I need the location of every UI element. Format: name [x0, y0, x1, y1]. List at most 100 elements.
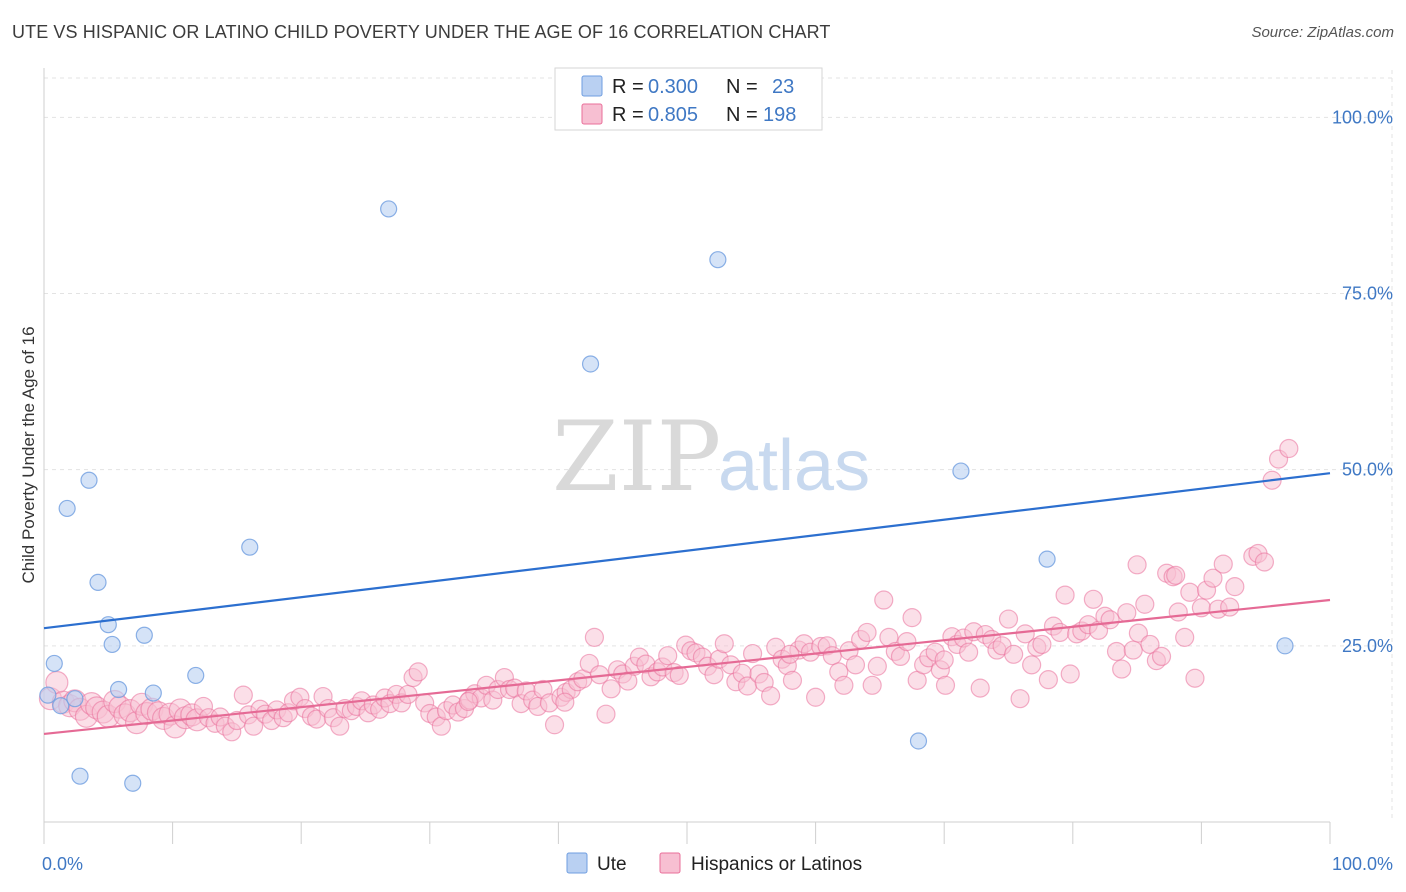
- ute-point-17: [581, 355, 600, 373]
- hispanic-point-190: [1117, 603, 1137, 623]
- ute-point-11: [124, 774, 142, 792]
- hispanic-point-96: [584, 627, 605, 647]
- trend-lines: [43, 472, 1331, 736]
- ute-point-20: [952, 462, 970, 480]
- hispanic-point-205: [1203, 568, 1223, 588]
- hispanic-point-171: [1010, 689, 1030, 709]
- hispanic-point-169: [998, 609, 1019, 629]
- y-tick-labels: 25.0% 50.0% 75.0% 100.0%: [1332, 107, 1393, 656]
- chart-source: Source: ZipAtlas.com: [1251, 24, 1394, 41]
- ute-point-5: [71, 767, 89, 785]
- chart-title: UTE VS HISPANIC OR LATINO CHILD POVERTY …: [12, 22, 831, 42]
- hispanic-point-147: [874, 590, 894, 610]
- ute-point-15: [241, 538, 259, 556]
- hispanic-point-172: [1015, 624, 1035, 644]
- ute-point-16: [380, 200, 398, 218]
- hispanic-point-191: [1123, 640, 1143, 660]
- hispanic-point-89: [544, 715, 565, 735]
- ute-point-13: [144, 684, 162, 702]
- legend-r-label-ute: R =: [612, 76, 644, 98]
- ute-trend-line: [43, 472, 1331, 630]
- ute-point-22: [1276, 637, 1294, 655]
- ute-point-4: [66, 690, 84, 708]
- ute-point-19: [909, 732, 928, 750]
- hispanic-point-34: [233, 685, 253, 705]
- hispanic-point-208: [1220, 597, 1240, 617]
- legend-n-value-ute: 23: [772, 76, 794, 98]
- hispanic-point-218: [780, 644, 800, 664]
- hispanic-point-138: [822, 646, 842, 666]
- y-axis-label: Child Poverty Under the Age of 16: [19, 326, 38, 583]
- hispanic-point-111: [669, 665, 689, 686]
- hispanic-point-164: [970, 678, 990, 698]
- legend-n-label-hispanic: N =: [726, 104, 758, 126]
- hispanic-point-170: [1004, 644, 1024, 664]
- hispanic-point-217: [458, 691, 478, 712]
- ute-point-10: [109, 680, 128, 699]
- y-tick-label-0: 25.0%: [1342, 636, 1393, 656]
- x-tick-label-0: 0.0%: [42, 854, 83, 874]
- bottom-legend-swatch-ute: [566, 852, 588, 874]
- hispanic-point-209: [1225, 577, 1245, 597]
- ute-point-9: [103, 635, 121, 654]
- hispanic-point-188: [1106, 641, 1127, 662]
- hispanic-point-127: [760, 686, 781, 706]
- hispanic-point-216: [555, 692, 575, 712]
- hispanic-point-201: [1180, 582, 1200, 602]
- hispanic-point-173: [1022, 655, 1042, 675]
- bottom-legend-swatch-hispanic: [659, 852, 681, 874]
- ute-point-18: [709, 251, 727, 269]
- hispanic-point-152: [902, 608, 922, 628]
- ute-point-2: [52, 697, 70, 715]
- y-tick-label-3: 100.0%: [1332, 107, 1393, 127]
- hispanic-point-180: [1060, 664, 1080, 684]
- hispanic-point-98: [596, 704, 616, 724]
- hispanic-trend-line: [43, 598, 1331, 736]
- hispanic-point-131: [782, 670, 803, 690]
- hispanic-point-187: [1100, 610, 1120, 630]
- bottom-legend: Ute Hispanics or Latinos: [566, 852, 862, 875]
- legend-r-value-hispanic: 0.805: [648, 104, 698, 126]
- ute-point-1: [45, 654, 63, 673]
- hispanic-point-135: [805, 687, 826, 707]
- hispanic-point-119: [714, 634, 734, 654]
- legend-r-value-ute: 0.300: [648, 76, 698, 98]
- hispanic-point-215: [1279, 438, 1299, 459]
- hispanic-point-179: [1055, 585, 1075, 605]
- hispanic-point-146: [867, 656, 887, 676]
- x-tick-label-1: 100.0%: [1332, 854, 1393, 874]
- hispanic-point-65: [408, 662, 428, 682]
- hispanic-point-144: [857, 622, 877, 643]
- ute-point-0: [39, 686, 57, 704]
- hispanic-point-176: [1038, 670, 1058, 690]
- x-tick-labels: 0.0% 100.0%: [42, 854, 1393, 874]
- legend-swatch-ute: [581, 75, 603, 97]
- y-tick-label-2: 75.0%: [1342, 283, 1393, 303]
- ute-point-3: [58, 499, 76, 518]
- hispanic-point-158: [935, 675, 956, 695]
- ute-point-14: [187, 666, 205, 685]
- hispanic-point-199: [1168, 602, 1188, 622]
- hispanic-point-202: [1185, 668, 1205, 688]
- hispanic-point-219: [934, 650, 954, 670]
- hispanic-point-193: [1135, 594, 1155, 614]
- bottom-legend-label-ute: Ute: [597, 854, 627, 875]
- watermark: ZIP atlas: [552, 401, 870, 513]
- hispanic-point-142: [845, 655, 866, 675]
- hispanic-point-109: [658, 646, 678, 666]
- hispanic-point-140: [834, 675, 854, 695]
- hispanic-point-200: [1175, 627, 1195, 647]
- hispanic-point-212: [1254, 552, 1275, 572]
- hispanic-point-175: [1032, 634, 1052, 655]
- legend-box: R = 0.300 N = 23 R = 0.805 N = 198: [554, 67, 823, 131]
- hispanic-point-189: [1112, 659, 1132, 679]
- ute-point-6: [80, 471, 98, 489]
- hispanic-point-192: [1128, 623, 1148, 643]
- hispanic-point-184: [1083, 589, 1103, 609]
- hispanic-point-196: [1151, 646, 1172, 667]
- hispanic-point-178: [1050, 622, 1070, 643]
- hispanic-point-151: [897, 632, 917, 652]
- ute-point-7: [89, 573, 107, 592]
- hispanic-point-51: [330, 716, 350, 736]
- hispanic-point-145: [862, 675, 882, 695]
